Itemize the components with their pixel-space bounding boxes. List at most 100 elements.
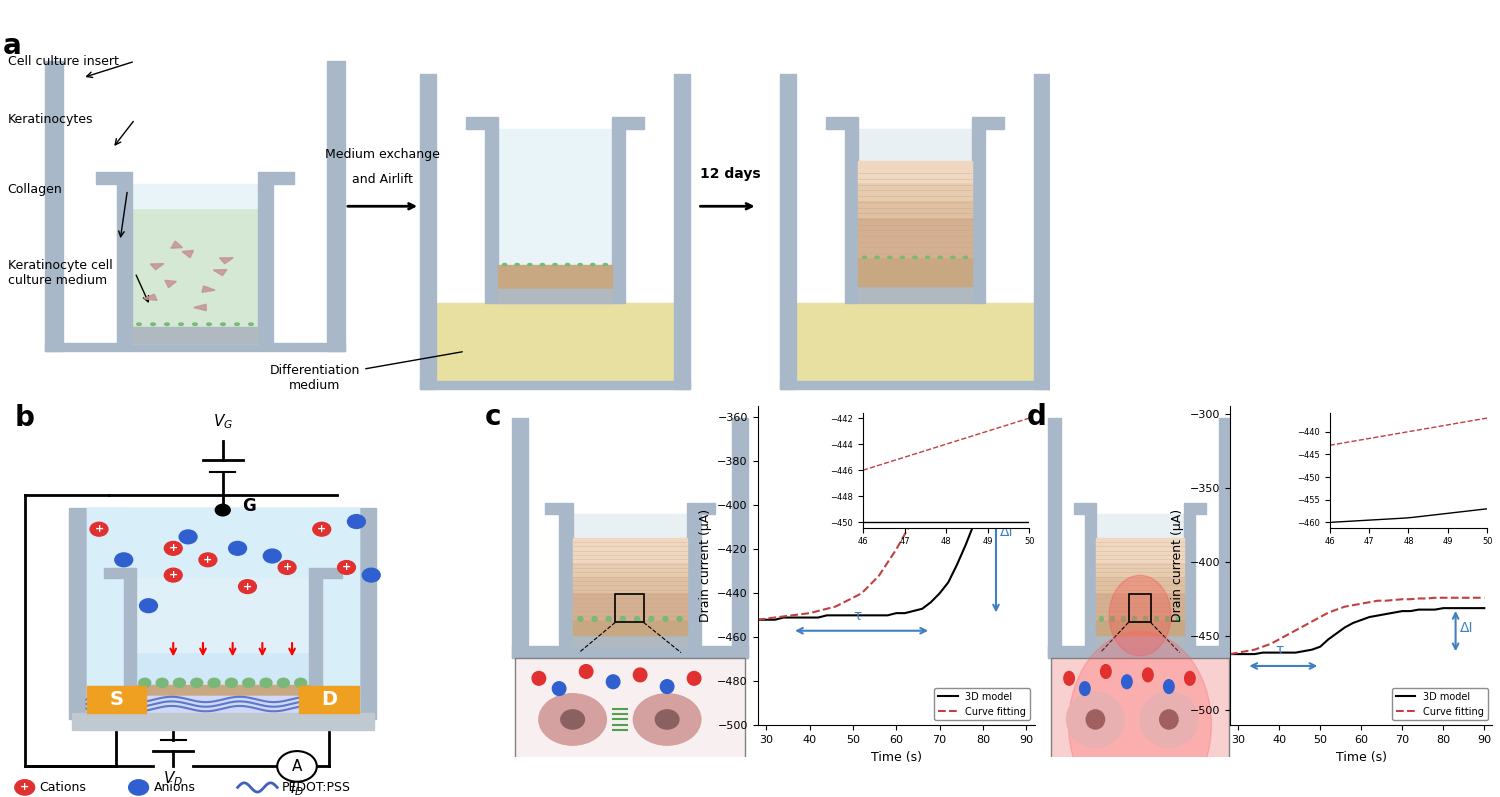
Curve fitting [818, 604, 836, 614]
3D model [748, 615, 766, 625]
Circle shape [650, 616, 654, 622]
Text: A: A [292, 759, 302, 774]
3D model [948, 560, 966, 570]
Circle shape [178, 323, 183, 325]
Text: Keratinocyte cell
culture medium: Keratinocyte cell culture medium [8, 258, 112, 287]
Curve fitting [957, 448, 975, 457]
Bar [858, 161, 972, 182]
Text: S: S [110, 690, 123, 709]
Polygon shape [150, 264, 164, 269]
3D model [922, 598, 940, 607]
Curve fitting [801, 608, 819, 618]
Curve fitting [766, 613, 784, 622]
Text: Differentiation
medium: Differentiation medium [270, 351, 462, 391]
Bar [45, 61, 63, 351]
Text: a: a [3, 32, 21, 61]
Ellipse shape [633, 693, 700, 745]
Curve fitting [827, 602, 844, 611]
3D model [766, 615, 784, 625]
Bar [612, 117, 644, 129]
Circle shape [676, 616, 682, 622]
Bar [300, 686, 358, 713]
Bar [1184, 503, 1206, 514]
Text: $V_G$: $V_G$ [213, 412, 232, 430]
Circle shape [140, 678, 150, 688]
Curve fitting [1418, 594, 1436, 603]
Curve fitting [1384, 595, 1402, 605]
3D model [1304, 645, 1322, 654]
3D model [1410, 605, 1428, 614]
Bar [327, 61, 345, 351]
Polygon shape [213, 269, 226, 276]
Curve fitting [1245, 645, 1263, 654]
Bar [687, 503, 716, 514]
Curve fitting [904, 514, 922, 524]
Bar [132, 328, 258, 344]
Curve fitting [1394, 595, 1411, 604]
Bar [780, 73, 796, 389]
Curve fitting [992, 434, 1010, 444]
Polygon shape [165, 281, 177, 288]
Curve fitting [1467, 593, 1485, 603]
Curve fitting [1344, 600, 1362, 610]
Bar [1184, 514, 1196, 646]
3D model [852, 611, 870, 620]
Bar [136, 652, 309, 712]
3D model [1294, 646, 1312, 656]
Bar [136, 685, 309, 694]
Bar [309, 568, 342, 578]
3D model [1467, 603, 1485, 613]
3D model [844, 611, 862, 620]
Circle shape [579, 665, 592, 678]
Bar [132, 208, 258, 344]
Text: +: + [168, 544, 178, 553]
3D model [783, 613, 801, 622]
Circle shape [1164, 680, 1174, 693]
Text: +: + [204, 555, 213, 565]
Bar [858, 182, 972, 200]
Curve fitting [1328, 605, 1346, 614]
3D model [879, 611, 897, 620]
Curve fitting [1287, 626, 1305, 635]
Curve fitting [982, 437, 1000, 446]
Curve fitting [844, 593, 862, 603]
Bar [1074, 503, 1096, 514]
3D model [1254, 648, 1272, 658]
Bar [420, 382, 690, 389]
Circle shape [260, 678, 272, 688]
Curve fitting [1368, 596, 1386, 606]
Circle shape [174, 678, 186, 688]
3D model [992, 474, 1010, 484]
Text: ΔI: ΔI [1460, 621, 1473, 635]
Circle shape [578, 264, 582, 265]
3D model [1401, 607, 1419, 616]
Bar [258, 172, 294, 184]
Bar [972, 117, 1004, 129]
Circle shape [209, 678, 220, 688]
Curve fitting [922, 485, 940, 495]
Circle shape [140, 599, 158, 613]
Bar [1048, 418, 1060, 658]
Circle shape [165, 323, 170, 325]
Curve fitting [852, 588, 870, 598]
Bar [87, 508, 123, 712]
Bar [615, 594, 644, 622]
Curve fitting [1294, 621, 1312, 630]
3D model [1270, 648, 1288, 658]
Bar [1096, 592, 1184, 619]
Curve fitting [1426, 593, 1444, 603]
Curve fitting [1254, 642, 1272, 651]
Circle shape [888, 256, 892, 258]
Bar [1096, 538, 1184, 562]
Circle shape [554, 264, 556, 265]
Circle shape [129, 779, 149, 795]
Circle shape [278, 751, 316, 782]
Bar [69, 508, 376, 719]
Circle shape [532, 671, 546, 685]
Bar [780, 382, 1050, 389]
Bar [45, 344, 345, 351]
Curve fitting [1311, 612, 1329, 622]
Bar [612, 129, 626, 303]
Bar [512, 418, 528, 658]
Circle shape [874, 256, 879, 258]
